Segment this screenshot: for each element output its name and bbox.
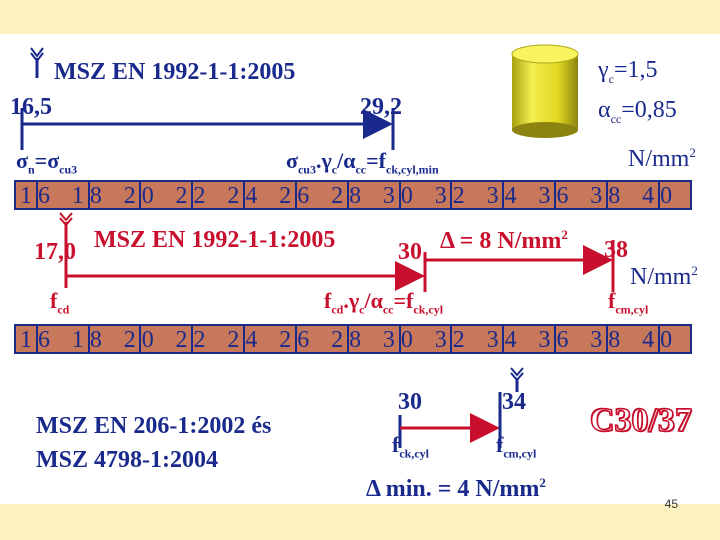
ruler-tick [243,182,246,208]
ruler-tick [450,182,453,208]
ruler-tick [554,182,557,208]
ruler-tick [243,326,246,352]
concrete-cylinder-icon [511,44,579,138]
ruler-label: 24 [227,183,264,209]
ruler-label: 36 [538,327,575,353]
ruler-label: 26 [279,327,316,353]
marker-top-left [30,47,44,78]
ruler-label: 20 [123,183,160,209]
delta-8: Δ = 8 N/mm2 [440,227,568,254]
ruler-tick [606,182,608,208]
alpha-cc-param: αcc=0,85 [598,97,677,126]
sigma-cu3-formula: σcu3.γc/αcc=fck,cyl,min [286,148,439,177]
concrete-class: C30/37 [589,402,693,439]
ruler-tick [554,326,557,352]
scale-ruler-1: 16 18 20 22 24 26 28 30 32 34 36 38 40 [14,180,692,210]
fcm-label-bottom: fcm,cyl [496,432,537,461]
ruler-label: 34 [486,327,523,353]
marker-bottom [510,367,524,392]
ruler-label: 22 [175,327,212,353]
standard-title-1: MSZ EN 1992-1-1:2005 [54,59,296,85]
value-30: 30 [398,239,422,265]
ruler-tick [294,326,297,352]
top-band [0,0,720,34]
unit-label-2: N/mm2 [630,263,698,290]
standard-206: MSZ EN 206-1:2002 és [36,413,272,439]
ruler-tick [657,326,660,352]
ruler-tick [87,326,90,352]
ruler-tick [139,326,142,352]
delta-min-4: Δ min. = 4 N/mm2 [366,475,546,502]
ruler-tick [502,182,505,208]
ruler-tick [191,182,194,208]
standard-4798: MSZ 4798-1:2004 [36,447,218,473]
bottom-band [0,504,720,540]
ruler-label: 18 [71,327,108,353]
scale-ruler-2: 16 18 20 22 24 26 28 30 32 34 36 38 40 [14,324,692,354]
ruler-tick [450,326,453,352]
value-29-2: 29,2 [360,94,402,120]
ruler-label: 16 [20,183,56,209]
ruler-label: 20 [123,327,160,353]
unit-label-1: N/mm2 [628,145,696,172]
value-38: 38 [604,237,628,263]
ruler-label: 30 [382,183,419,209]
ruler-label: 30 [382,327,419,353]
gamma-c-param: γc=1,5 [598,57,658,86]
ruler-label: 34 [486,183,523,209]
ruler-tick [502,326,505,352]
ruler-tick [398,182,401,208]
ruler-tick [139,182,142,208]
ruler-label: 32 [434,327,471,353]
ruler-label: 38 [590,183,627,209]
sigma-n-formula: σn=σcu3 [16,148,78,177]
ruler-tick [398,326,401,352]
fcm-label: fcm,cyl [608,288,649,317]
value-34-bottom: 34 [502,389,526,415]
ruler-tick [35,182,38,208]
value-16-5: 16,5 [10,94,52,120]
ruler-label: 40 [642,183,679,209]
fck-label: fck,cyl [392,432,429,461]
ruler-label: 28 [331,327,368,353]
marker-mid-left [59,212,73,244]
ruler-tick [657,182,660,208]
fcd-formula: fcd.γc/αcc=fck,cyl [324,288,444,317]
ruler-label: 16 [20,327,56,353]
ruler-label: 26 [279,183,316,209]
ruler-label: 36 [538,183,575,209]
ruler-label: 32 [434,183,471,209]
ruler-tick [606,326,608,352]
value-30-bottom: 30 [398,389,422,415]
ruler-label: 22 [175,183,212,209]
ruler-label: 28 [331,183,368,209]
ruler-tick [294,182,297,208]
ruler-tick [346,182,349,208]
ruler-tick [191,326,194,352]
page-number: 45 [664,497,678,511]
value-17-0: 17,0 [34,239,76,265]
ruler-tick [87,182,90,208]
ruler-label: 24 [227,327,264,353]
standard-title-2: MSZ EN 1992-1-1:2005 [94,227,336,253]
ruler-label: 38 [590,327,627,353]
ruler-label: 18 [71,183,108,209]
ruler-tick [35,326,38,352]
fcd-label: fcd [50,288,70,317]
ruler-label: 40 [642,327,679,353]
ruler-tick [346,326,349,352]
